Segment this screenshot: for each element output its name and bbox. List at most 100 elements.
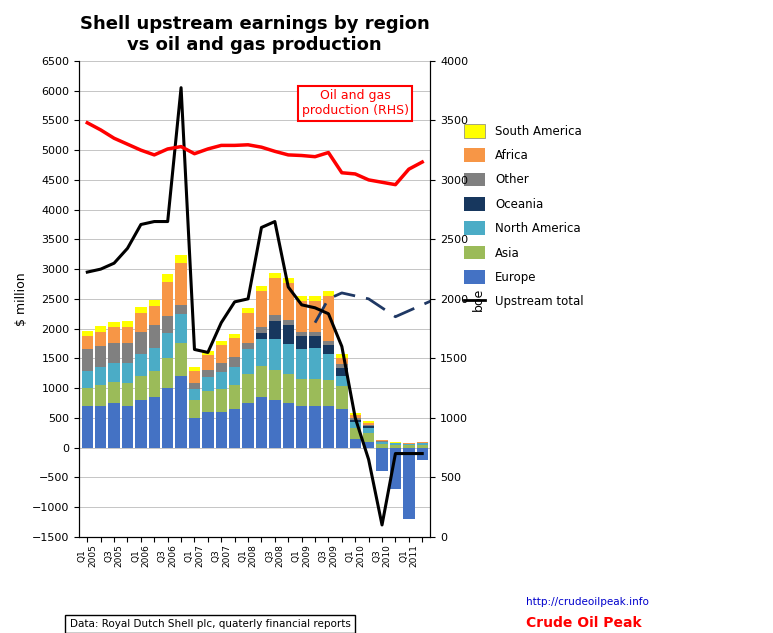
Upstream total — [271, 218, 280, 225]
Bar — [243, 308, 254, 313]
Bar — [323, 296, 334, 341]
Bar — [336, 358, 348, 365]
Bar — [95, 367, 107, 385]
Upstream total — [230, 298, 240, 306]
Bar — [108, 327, 120, 343]
Bar — [417, 448, 428, 460]
Bar — [216, 372, 227, 389]
Upstream total — [83, 268, 92, 276]
Upstream total — [257, 223, 266, 231]
Bar — [95, 385, 107, 406]
Y-axis label: boe: boe — [472, 287, 485, 311]
Bar — [309, 379, 321, 406]
Bar — [269, 400, 281, 448]
Bar — [390, 448, 401, 489]
Upstream total — [404, 450, 414, 458]
Bar — [269, 315, 281, 321]
Bar — [376, 444, 388, 448]
Y-axis label: $ million: $ million — [15, 272, 28, 326]
Bar — [82, 349, 93, 372]
Text: Upstream
earnings: Upstream earnings — [0, 632, 1, 633]
Bar — [404, 445, 414, 448]
Bar — [363, 442, 374, 448]
Bar — [323, 354, 334, 380]
Bar — [175, 344, 187, 376]
Upstream total — [284, 283, 293, 291]
Legend: South America, Africa, Other, Oceania, North America, Asia, Europe, Upstream tot: South America, Africa, Other, Oceania, N… — [465, 124, 584, 308]
Upstream total — [176, 84, 186, 92]
Upstream total — [417, 450, 427, 458]
Bar — [135, 332, 147, 354]
Upstream total — [364, 456, 373, 463]
Bar — [256, 327, 267, 334]
Bar — [363, 425, 374, 426]
Bar — [283, 320, 294, 325]
Bar — [336, 386, 348, 409]
Upstream total — [243, 295, 253, 303]
Bar — [175, 263, 187, 305]
Bar — [256, 366, 267, 397]
Bar — [135, 400, 147, 448]
Bar — [189, 389, 200, 400]
Bar — [283, 284, 294, 320]
Bar — [122, 321, 133, 327]
Bar — [203, 412, 213, 448]
Bar — [82, 330, 93, 335]
Bar — [108, 343, 120, 363]
Bar — [229, 409, 240, 448]
Bar — [269, 278, 281, 315]
Bar — [323, 291, 334, 296]
Upstream total — [190, 346, 199, 353]
Upstream total — [297, 301, 306, 309]
Upstream total — [337, 342, 346, 350]
Bar — [175, 376, 187, 448]
Bar — [203, 351, 213, 355]
Bar — [376, 448, 388, 472]
Bar — [323, 345, 334, 354]
Bar — [216, 363, 227, 372]
Bar — [243, 375, 254, 403]
Bar — [175, 255, 187, 263]
Text: http://crudeoilpeak.info: http://crudeoilpeak.info — [526, 596, 649, 606]
Bar — [296, 296, 308, 301]
Bar — [376, 442, 388, 444]
Upstream total — [110, 260, 119, 267]
Bar — [296, 349, 308, 379]
Bar — [203, 370, 213, 377]
Bar — [189, 400, 200, 418]
Bar — [189, 371, 200, 383]
Bar — [108, 363, 120, 382]
Bar — [363, 421, 374, 423]
Bar — [189, 418, 200, 448]
Upstream total — [123, 244, 132, 252]
Bar — [189, 383, 200, 389]
Bar — [216, 412, 227, 448]
Bar — [309, 406, 321, 448]
Bar — [309, 296, 321, 301]
Bar — [203, 355, 213, 370]
Text: WTI: WTI — [0, 632, 1, 633]
Bar — [336, 354, 348, 358]
Bar — [229, 367, 240, 385]
Bar — [323, 406, 334, 448]
Bar — [216, 341, 227, 345]
Upstream total — [311, 304, 320, 311]
Bar — [82, 388, 93, 406]
Bar — [189, 367, 200, 371]
Upstream total — [324, 310, 333, 318]
Bar — [95, 332, 107, 346]
Bar — [323, 341, 334, 345]
Bar — [135, 376, 147, 400]
Bar — [229, 334, 240, 338]
Bar — [82, 406, 93, 448]
Bar — [122, 343, 133, 363]
Title: Shell upstream earnings by region
vs oil and gas production: Shell upstream earnings by region vs oil… — [80, 15, 430, 54]
Bar — [363, 423, 374, 425]
Bar — [376, 440, 388, 441]
Bar — [243, 313, 254, 344]
Bar — [336, 368, 348, 375]
Bar — [363, 433, 374, 442]
Bar — [216, 345, 227, 363]
Bar — [108, 403, 120, 448]
Bar — [417, 444, 428, 448]
